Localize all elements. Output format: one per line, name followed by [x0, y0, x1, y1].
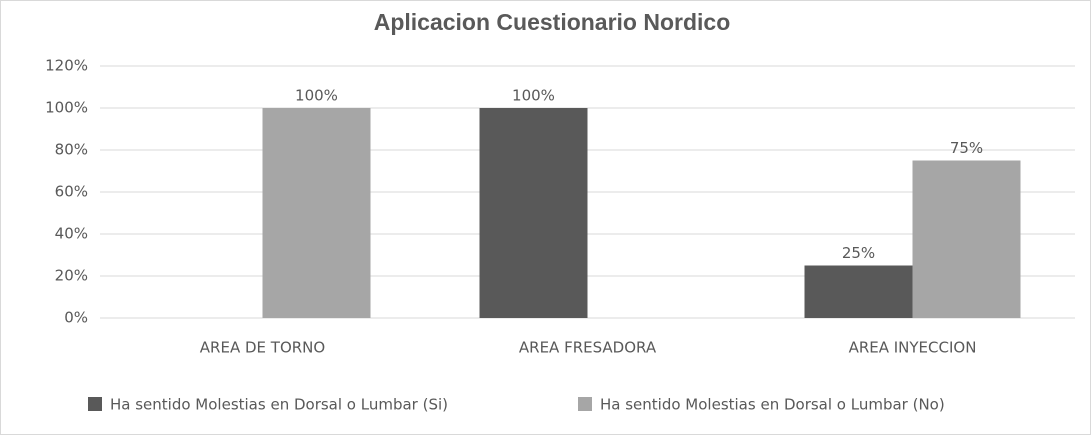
x-tick-label: AREA FRESADORA [519, 339, 657, 357]
legend-label: Ha sentido Molestias en Dorsal o Lumbar … [600, 396, 945, 414]
y-tick-label: 0% [64, 309, 88, 327]
data-label: 25% [842, 244, 875, 262]
x-tick-label: AREA DE TORNO [200, 339, 325, 357]
y-tick-label: 120% [45, 57, 88, 75]
data-label: 75% [950, 139, 983, 157]
y-tick-label: 80% [55, 141, 88, 159]
data-label: 100% [512, 87, 555, 105]
x-tick-label: AREA INYECCION [849, 339, 977, 357]
data-label: 100% [295, 87, 338, 105]
bar [804, 265, 913, 318]
bar [912, 160, 1021, 318]
chart-title: Aplicacion Cuestionario Nordico [374, 9, 731, 35]
y-tick-label: 100% [45, 99, 88, 117]
bar [262, 108, 371, 318]
legend-swatch [578, 397, 592, 411]
bar [479, 108, 588, 318]
legend-swatch [88, 397, 102, 411]
y-tick-label: 40% [55, 225, 88, 243]
y-tick-label: 20% [55, 267, 88, 285]
y-tick-label: 60% [55, 183, 88, 201]
legend-label: Ha sentido Molestias en Dorsal o Lumbar … [110, 396, 448, 414]
